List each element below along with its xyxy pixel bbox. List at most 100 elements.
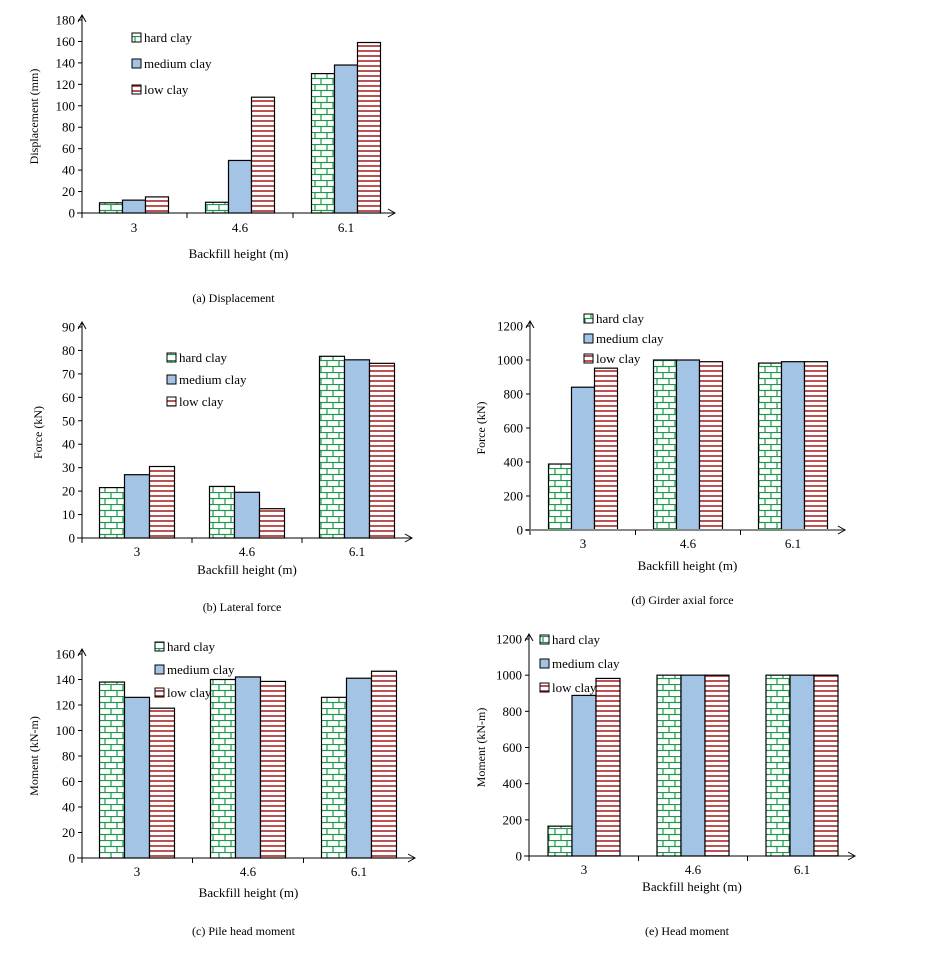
bar-medium-clay-6_1 [343, 359, 371, 539]
y-tick-label: 20 [62, 184, 75, 199]
chart-e: 0 200 400 600 800 1000 1200 3 4.6 6.1 Backfill hei… [474, 632, 857, 938]
legend-label-medium-clay: medium clay [596, 331, 664, 346]
x-axis-label: Backfill height (m) [638, 558, 738, 573]
bar-medium-clay-6_1 [345, 677, 373, 859]
x-tick-label: 6.1 [351, 864, 367, 879]
legend: hard clay medium clay low clay [539, 632, 620, 695]
y-tick-label: 60 [62, 774, 75, 789]
bar-low-clay-4_6 [704, 674, 730, 857]
bar-low-clay-3 [595, 677, 621, 857]
chart-caption: (d) Girder axial force [631, 593, 733, 607]
y-tick-label: 0 [516, 849, 523, 864]
bar-medium-clay-4_6 [227, 159, 253, 214]
x-axis-label: Backfill height (m) [189, 246, 289, 261]
y-tick-label: 120 [56, 698, 76, 713]
legend-label-hard-clay: hard clay [179, 350, 228, 365]
y-tick-label: 160 [56, 647, 76, 662]
y-tick-label: 1200 [497, 319, 523, 334]
legend-label-hard-clay: hard clay [552, 632, 601, 647]
x-tick-label: 4.6 [232, 220, 249, 235]
bar-low-clay-4_6 [258, 508, 286, 539]
y-tick-label: 200 [504, 489, 524, 504]
legend: hard clay medium clay low clay [583, 311, 664, 366]
y-tick-label: 40 [62, 163, 75, 178]
y-tick-label: 1000 [496, 668, 522, 683]
legend-label-hard-clay: hard clay [596, 311, 645, 326]
bar-low-clay-4_6 [259, 680, 287, 859]
bar-hard-clay-3 [547, 463, 573, 531]
bar-hard-clay-3 [98, 486, 126, 539]
legend-swatch-medium-clay [131, 58, 142, 69]
bar-medium-clay-4_6 [233, 491, 261, 539]
chart-caption: (a) Displacement [192, 291, 275, 305]
bar-medium-clay-4_6 [675, 359, 701, 531]
bar-low-clay-3 [148, 465, 176, 539]
bar-low-clay-6_1 [803, 361, 829, 531]
y-tick-label: 90 [62, 320, 75, 335]
y-tick-label: 40 [62, 437, 75, 452]
bar-medium-clay-6_1 [780, 361, 806, 531]
y-tick-label: 800 [503, 704, 523, 719]
y-tick-label: 1200 [496, 632, 522, 647]
legend-swatch-low-clay [166, 396, 177, 407]
y-tick-label: 160 [56, 34, 76, 49]
y-tick-label: 1000 [497, 353, 523, 368]
legend: hard clay medium clay low clay [166, 350, 247, 409]
legend-label-hard-clay: hard clay [144, 30, 193, 45]
y-axis-label: Moment (kN-m) [27, 716, 41, 796]
x-tick-label: 6.1 [794, 862, 810, 877]
bar-low-clay-6_1 [813, 674, 839, 857]
y-axis-label: Force (kN) [474, 402, 488, 455]
x-tick-label: 6.1 [338, 220, 354, 235]
x-tick-label: 6.1 [349, 544, 365, 559]
legend-swatch-medium-clay [166, 374, 177, 385]
y-tick-label: 50 [62, 413, 75, 428]
y-tick-label: 30 [62, 460, 75, 475]
y-axis-label: Force (kN) [31, 406, 45, 459]
legend-swatch-medium-clay [583, 333, 594, 344]
legend-swatch-hard-clay [154, 641, 165, 652]
y-tick-label: 120 [56, 77, 76, 92]
bar-hard-clay-6_1 [310, 73, 336, 214]
x-tick-label: 6.1 [785, 536, 801, 551]
y-axis-label: Moment (kN-m) [474, 708, 488, 788]
y-tick-label: 60 [62, 141, 75, 156]
bar-low-clay-6_1 [370, 670, 398, 859]
bar-medium-clay-4_6 [680, 674, 706, 857]
bar-low-clay-3 [148, 707, 176, 859]
legend-label-low-clay: low clay [552, 680, 597, 695]
bar-hard-clay-6_1 [765, 674, 791, 857]
y-tick-label: 40 [62, 800, 75, 815]
y-tick-label: 70 [62, 366, 75, 381]
y-axis-label: Displacement (mm) [27, 69, 41, 165]
legend-label-low-clay: low clay [179, 394, 224, 409]
y-tick-label: 140 [56, 55, 76, 70]
y-tick-label: 10 [62, 507, 75, 522]
legend-swatch-hard-clay [166, 352, 177, 363]
legend: hard clay medium clay low clay [154, 639, 235, 700]
x-tick-label: 4.6 [239, 544, 256, 559]
y-tick-label: 100 [56, 723, 76, 738]
chart-a: 0 20 40 60 80 100 120 140 160 180 3 4.6 6.1 Backfill … [27, 13, 397, 305]
bar-medium-clay-3 [121, 199, 147, 214]
bar-low-clay-3 [593, 367, 619, 531]
legend-label-medium-clay: medium clay [179, 372, 247, 387]
bar-hard-clay-6_1 [320, 696, 348, 859]
bar-hard-clay-4_6 [652, 359, 678, 531]
chart-caption: (b) Lateral force [203, 600, 282, 614]
legend-swatch-low-clay [583, 353, 594, 364]
bar-low-clay-4_6 [698, 361, 724, 531]
legend-swatch-hard-clay [131, 32, 142, 43]
bar-low-clay-6_1 [356, 41, 382, 214]
y-tick-label: 60 [62, 390, 75, 405]
bar-hard-clay-6_1 [318, 355, 346, 539]
legend-swatch-hard-clay [539, 634, 550, 645]
bar-hard-clay-4_6 [204, 201, 230, 214]
x-tick-label: 3 [131, 220, 138, 235]
y-tick-label: 80 [62, 343, 75, 358]
x-axis-label: Backfill height (m) [197, 562, 297, 577]
chart-d: 0 200 400 600 800 1000 1200 3 4.6 6.1 Backfill hei… [474, 311, 847, 607]
bar-hard-clay-4_6 [209, 678, 237, 859]
y-tick-label: 80 [62, 120, 75, 135]
